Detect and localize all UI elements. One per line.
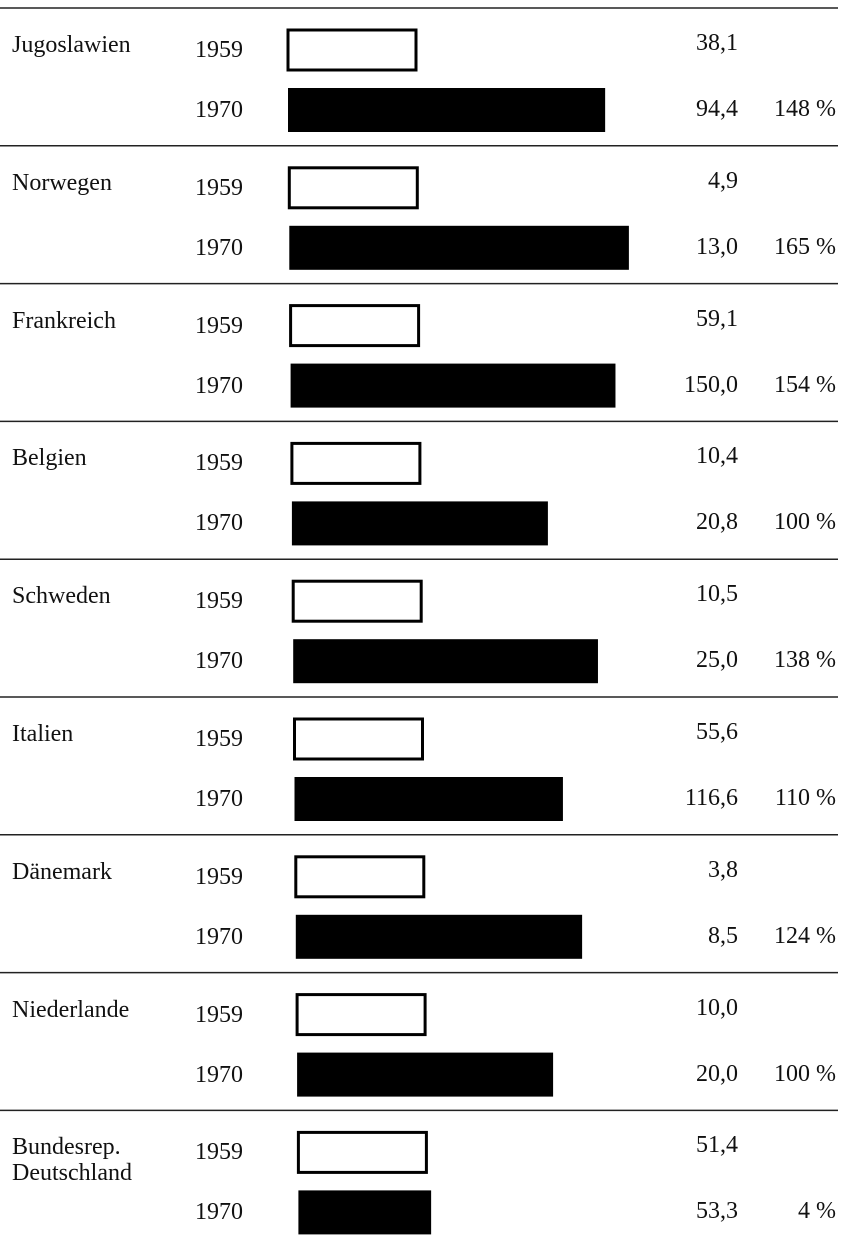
category-label: Belgien — [12, 445, 87, 472]
bar — [288, 88, 606, 132]
legend-label: 1959 — [195, 1001, 243, 1028]
legend-label: 1959 — [195, 726, 243, 752]
bar — [295, 993, 427, 1037]
bar — [295, 914, 583, 959]
bar — [286, 28, 418, 72]
category-label: Dänemark — [12, 858, 112, 885]
legend-label: 1959 — [195, 588, 243, 615]
bar — [291, 579, 423, 623]
value-label: 13,0 — [696, 233, 738, 260]
bar — [291, 501, 548, 546]
value-label: 51,4 — [696, 1132, 738, 1159]
value-label: 20,8 — [696, 509, 738, 536]
value-label: 94,4 — [696, 96, 738, 122]
value-label: 59,1 — [696, 305, 738, 332]
legend-label: 1970 — [195, 97, 243, 123]
bar — [290, 363, 616, 408]
bar — [298, 1190, 432, 1235]
legend-label: 1959 — [195, 37, 243, 63]
category-label: Bundesrep. Deutschland — [12, 1134, 132, 1187]
bar — [293, 717, 424, 761]
category-label: Italien — [12, 721, 74, 747]
percent-label: 138 % — [774, 647, 836, 674]
bar — [294, 777, 563, 821]
legend-label: 1970 — [195, 1061, 243, 1088]
legend-label: 1959 — [195, 863, 243, 890]
bar — [294, 855, 426, 899]
bar — [289, 304, 421, 348]
category-label: Norwegen — [12, 169, 112, 196]
value-label: 25,0 — [696, 647, 738, 674]
category-label: Jugoslawien — [12, 32, 131, 58]
percent-label: 154 % — [774, 371, 836, 398]
legend-label: 1970 — [195, 786, 243, 812]
category-label: Niederlande — [12, 996, 130, 1023]
legend-label: 1970 — [195, 648, 243, 675]
value-label: 20,0 — [696, 1060, 738, 1087]
value-label: 10,4 — [696, 443, 738, 470]
value-label: 55,6 — [696, 719, 738, 745]
legend-label: 1959 — [195, 450, 243, 477]
category-label: Frankreich — [12, 307, 116, 334]
value-label: 8,5 — [708, 922, 738, 949]
percent-label: 100 % — [774, 509, 836, 536]
bar — [293, 639, 598, 684]
bar — [289, 225, 629, 270]
value-label: 150,0 — [684, 371, 738, 398]
legend-label: 1970 — [195, 923, 243, 950]
legend-label: 1970 — [195, 372, 243, 399]
value-label: 3,8 — [708, 856, 738, 883]
bar — [296, 1130, 428, 1174]
legend-label: 1970 — [195, 1199, 243, 1226]
value-label: 4,9 — [708, 167, 738, 194]
percent-label: 148 % — [774, 96, 836, 122]
legend-label: 1959 — [195, 1139, 243, 1166]
value-label: 53,3 — [696, 1198, 738, 1225]
percent-label: 165 % — [774, 233, 836, 260]
category-label: Schweden — [12, 583, 111, 610]
value-label: 38,1 — [696, 30, 738, 56]
bar — [290, 441, 422, 485]
legend-label: 1959 — [195, 174, 243, 201]
bar — [297, 1052, 554, 1097]
legend-label: 1959 — [195, 312, 243, 339]
percent-label: 4 % — [798, 1198, 836, 1225]
percent-label: 110 % — [774, 785, 836, 811]
legend-label: 1970 — [195, 234, 243, 261]
legend-label: 1970 — [195, 510, 243, 537]
value-label: 116,6 — [684, 785, 738, 811]
value-label: 10,5 — [696, 581, 738, 608]
percent-label: 100 % — [774, 1060, 836, 1087]
percent-label: 124 % — [774, 922, 836, 949]
bar — [287, 166, 419, 210]
value-label: 10,0 — [696, 994, 738, 1021]
